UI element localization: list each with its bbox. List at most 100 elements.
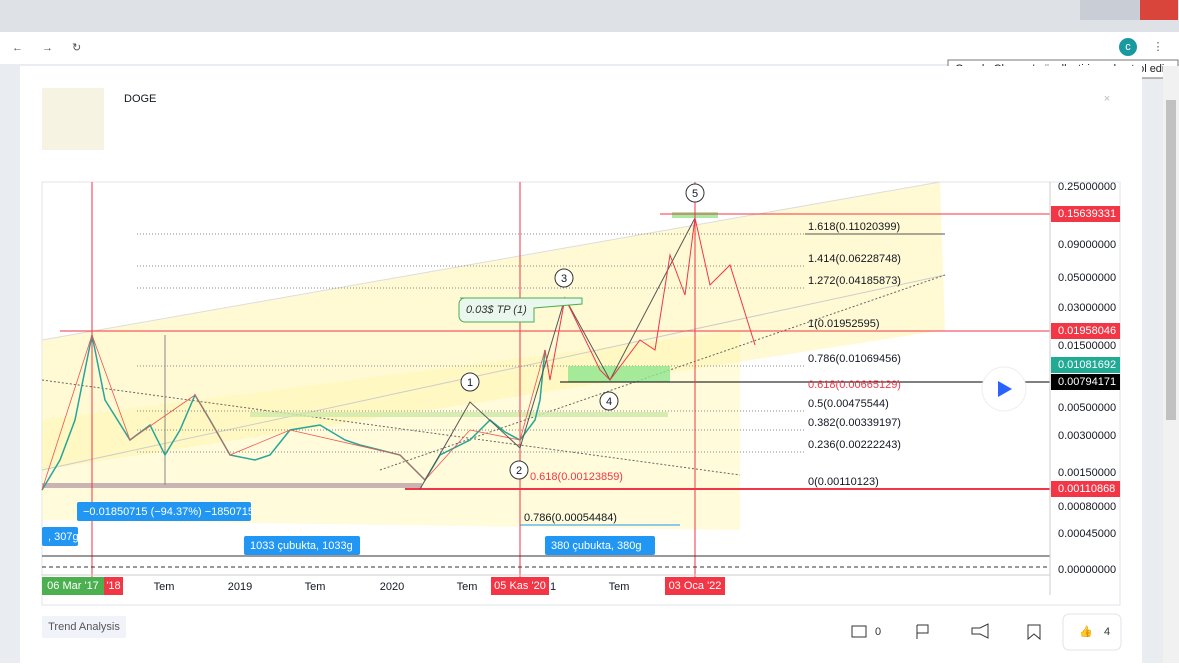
time-label: Tem [609,581,630,593]
measure-box [42,527,78,546]
tab-strip [0,0,1179,32]
price-tag-label: 0.00110868 [1058,483,1115,495]
wave-label: 3 [561,273,567,285]
forward-button[interactable]: → [42,42,53,54]
profile-initial: c [1125,41,1131,53]
tag-chip[interactable] [42,616,126,638]
maximize-button[interactable] [1110,0,1140,20]
target-zone [568,366,670,382]
idea-title: DOGE [124,93,156,105]
close-idea[interactable]: × [1104,93,1110,105]
price-label: 0.00300000 [1058,430,1116,442]
wave-label: 4 [606,396,612,408]
reload-button[interactable]: ↻ [72,42,81,54]
measure-label: , 307g [48,531,79,543]
time-tag-label: 05 Kas '20 [494,580,546,592]
measure-box [77,502,251,521]
price-label: 0.00500000 [1058,402,1116,414]
zone [250,412,668,417]
channel-line [41,274,946,471]
fib-label: 1(0.01952595) [808,318,880,330]
menu-button[interactable]: ⋮ [1153,41,1164,53]
wave-label: 2 [516,465,522,477]
time-label: Tem [305,581,326,593]
like-count: 4 [1104,626,1110,638]
time-label: 2020 [380,581,404,593]
wave-circle [509,460,529,480]
scroll-thumb[interactable] [1166,100,1176,420]
retrace-label: 0.618(0.00123859) [530,471,623,483]
time-tag [104,577,123,595]
time-tag-label: '18 [106,580,120,592]
back-button[interactable]: ← [12,42,23,54]
wave-label: 1 [467,377,473,389]
time-tag [491,577,549,595]
price-line [41,333,546,491]
like-icon: 👍 [1079,625,1093,638]
time-tag [665,577,725,595]
time-label: Tem [154,581,175,593]
price-tag [1051,206,1120,222]
price-label: 0.00000000 [1058,564,1116,576]
measure-box [244,536,360,555]
note-box [458,297,583,323]
like-button[interactable] [1062,613,1122,651]
chart: 0.25000000 0.09000000 0.05000000 0.03000000… [41,181,1121,606]
fib-label: 0.382(0.00339197) [808,417,901,429]
price-label: 0.25000000 [1058,181,1116,193]
time-label: Tem [457,581,478,593]
wave-circle [554,268,574,288]
price-tag [1051,481,1120,497]
zone [42,483,422,488]
time-tag-label: 06 Mar '17 [47,580,99,592]
fib-label: 0(0.00110123) [808,476,879,488]
comment-icon[interactable] [851,625,867,638]
thumbnail[interactable] [42,88,104,150]
share-icon[interactable] [971,623,989,639]
retrace-label: 0.786(0.00054484) [524,512,617,524]
tag: Trend Analysis [48,621,120,633]
fib-label: 1.272(0.04185873) [808,275,901,287]
price-tag [1051,357,1120,373]
flag-icon[interactable] [916,624,929,639]
price-tag [1051,323,1120,339]
fib-label: 0.5(0.00475544) [808,398,889,410]
price-label: 0.05000000 [1058,272,1116,284]
wave-circle [599,391,619,411]
price-label: 0.01500000 [1058,340,1116,352]
trend-line [41,379,741,476]
fib-label: 1.618(0.11020399) [808,221,900,233]
fib-label: 0.786(0.01069456) [808,353,901,365]
channel-fill [42,330,740,530]
minimize-button[interactable] [1080,0,1110,20]
wave-path [419,217,696,490]
time-tag-label: 03 Oca '22 [669,580,722,592]
measure-label: 1033 çubukta, 1033g [250,540,353,552]
price-tag-label: 0.01958046 [1058,325,1116,337]
comment-count: 0 [875,626,881,638]
time-label: 2019 [228,581,252,593]
close-button[interactable] [1140,0,1178,20]
measure-label: 380 çubukta, 380g [551,540,642,552]
measure-box [545,536,655,555]
note: 0.03$ TP (1) [466,304,527,316]
price-label: 0.03000000 [1058,302,1116,314]
price-label: 0.00080000 [1058,501,1116,513]
price-label: 0.00045000 [1058,528,1116,540]
wave-circle [685,183,705,203]
time-label: 1 [550,581,556,593]
fib-label: 0.236(0.00222243) [808,439,901,451]
fib-label: 1.414(0.06228748) [808,253,901,265]
channel-line [41,181,941,341]
toolbar [0,32,1179,64]
time-tag [42,577,104,595]
measure-label: −0.01850715 (−94.37%) −1850715 [83,506,254,518]
wave-circle [460,372,480,392]
profile-avatar[interactable] [1119,38,1137,56]
fib-label: 0.618(0.00665129) [808,379,901,391]
price-tag [1051,374,1120,390]
price-tag-label: 0.00794171 [1058,376,1116,388]
bookmark-icon[interactable] [1027,624,1041,641]
price-label: 0.00150000 [1058,467,1116,479]
